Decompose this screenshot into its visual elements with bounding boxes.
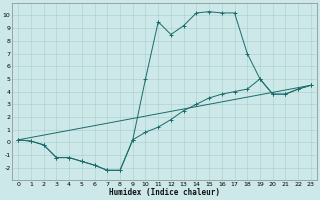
X-axis label: Humidex (Indice chaleur): Humidex (Indice chaleur): [109, 188, 220, 197]
